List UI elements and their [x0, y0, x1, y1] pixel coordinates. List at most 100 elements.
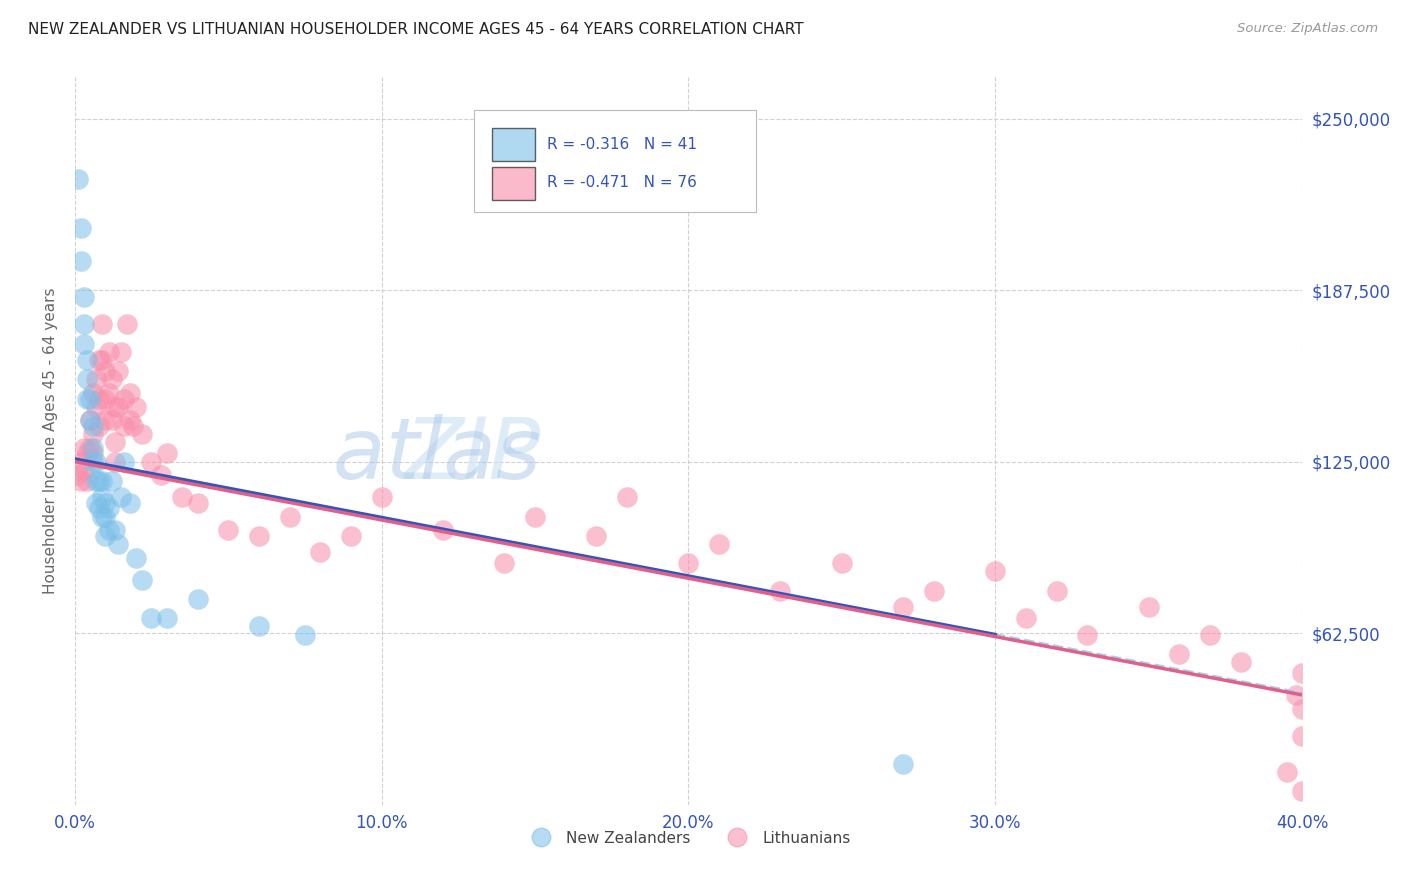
Point: [585, 529, 607, 543]
Point: [76, 474, 98, 488]
Point: [94, 392, 117, 406]
Point: [97, 386, 120, 401]
Point: [432, 523, 454, 537]
Point: [70, 455, 93, 469]
Point: [125, 550, 148, 565]
Point: [118, 413, 141, 427]
Point: [82, 441, 104, 455]
Point: [89, 353, 111, 368]
Point: [76, 372, 98, 386]
Point: [984, 565, 1007, 579]
Point: [524, 509, 547, 524]
Point: [70, 221, 93, 235]
Point: [294, 627, 316, 641]
Point: [707, 537, 730, 551]
Point: [112, 419, 135, 434]
Point: [66, 468, 89, 483]
Point: [891, 756, 914, 771]
Point: [91, 353, 114, 368]
Point: [97, 523, 120, 537]
Point: [82, 419, 104, 434]
Point: [678, 556, 700, 570]
Point: [1291, 665, 1313, 680]
Point: [1291, 701, 1313, 715]
Point: [104, 400, 127, 414]
Point: [370, 491, 392, 505]
Point: [94, 364, 117, 378]
Point: [125, 400, 148, 414]
Point: [84, 455, 107, 469]
Point: [70, 474, 93, 488]
Point: [84, 474, 107, 488]
Point: [100, 372, 122, 386]
Y-axis label: Householder Income Ages 45 - 64 years: Householder Income Ages 45 - 64 years: [44, 288, 58, 594]
Point: [769, 583, 792, 598]
Point: [89, 474, 111, 488]
Point: [112, 392, 135, 406]
Point: [141, 611, 163, 625]
Point: [172, 491, 194, 505]
Point: [118, 496, 141, 510]
Point: [1199, 627, 1222, 641]
Point: [110, 491, 132, 505]
Point: [94, 509, 117, 524]
Point: [73, 463, 96, 477]
Point: [94, 496, 117, 510]
Point: [309, 545, 332, 559]
Point: [107, 364, 129, 378]
Point: [82, 386, 104, 401]
Point: [82, 446, 104, 460]
Point: [1229, 797, 1251, 812]
Point: [84, 400, 107, 414]
Point: [73, 318, 96, 332]
Point: [91, 509, 114, 524]
Point: [118, 386, 141, 401]
Text: Lithuanians: Lithuanians: [762, 831, 851, 847]
Point: [82, 455, 104, 469]
Point: [97, 501, 120, 516]
Point: [66, 172, 89, 186]
Point: [616, 491, 638, 505]
Point: [122, 419, 145, 434]
Point: [247, 529, 270, 543]
Point: [84, 496, 107, 510]
Point: [91, 318, 114, 332]
Point: [278, 509, 301, 524]
Point: [94, 529, 117, 543]
Point: [340, 529, 363, 543]
Point: [73, 290, 96, 304]
Point: [156, 446, 179, 460]
Point: [100, 474, 122, 488]
FancyBboxPatch shape: [492, 128, 536, 161]
Point: [247, 619, 270, 633]
Point: [79, 413, 101, 427]
Point: [141, 455, 163, 469]
Point: [107, 400, 129, 414]
Point: [76, 353, 98, 368]
Point: [115, 318, 138, 332]
Point: [82, 427, 104, 442]
Point: [104, 435, 127, 450]
Text: NEW ZEALANDER VS LITHUANIAN HOUSEHOLDER INCOME AGES 45 - 64 YEARS CORRELATION CH: NEW ZEALANDER VS LITHUANIAN HOUSEHOLDER …: [28, 22, 804, 37]
Point: [79, 392, 101, 406]
Point: [131, 573, 153, 587]
Text: atlas: atlas: [197, 414, 541, 497]
Point: [73, 336, 96, 351]
Point: [91, 491, 114, 505]
Point: [104, 455, 127, 469]
Point: [79, 441, 101, 455]
Point: [89, 419, 111, 434]
Point: [891, 600, 914, 615]
Point: [84, 372, 107, 386]
Point: [186, 496, 208, 510]
Point: [1076, 627, 1098, 641]
Point: [922, 583, 945, 598]
Point: [131, 427, 153, 442]
Point: [97, 344, 120, 359]
Point: [76, 446, 98, 460]
FancyBboxPatch shape: [474, 111, 756, 212]
Point: [70, 254, 93, 268]
Point: [1045, 583, 1067, 598]
Point: [89, 501, 111, 516]
Point: [79, 413, 101, 427]
